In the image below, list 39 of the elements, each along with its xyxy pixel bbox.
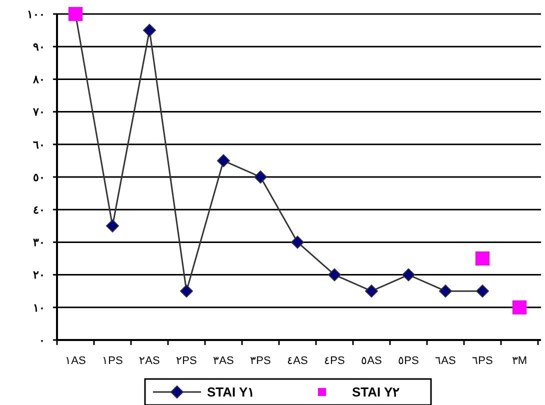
y-tick-label: ٣٠ bbox=[33, 237, 45, 250]
x-tick-label: ٢AS bbox=[139, 355, 160, 367]
point bbox=[512, 300, 526, 314]
y-tick-label: ٠ bbox=[39, 334, 45, 347]
point bbox=[476, 284, 489, 298]
y-tick-label: ٦٠ bbox=[33, 139, 45, 152]
point bbox=[217, 154, 230, 168]
x-tick-label: ١AS bbox=[65, 355, 86, 367]
point bbox=[254, 170, 267, 184]
y-tick-label: ٤٠ bbox=[33, 204, 45, 216]
x-tick-label: ٤AS bbox=[287, 355, 308, 367]
point bbox=[365, 284, 378, 298]
y-tick-label: ١٠٠ bbox=[27, 8, 45, 21]
y-tick-label: ٢٠ bbox=[33, 270, 45, 282]
y-tick-label: ٧٠ bbox=[32, 106, 45, 119]
x-tick-label: ١PS bbox=[102, 355, 123, 367]
legend-label: STAI Y٢ bbox=[352, 384, 400, 400]
x-tick-label: ٥PS bbox=[398, 355, 419, 367]
y-tick-label: ٥٠ bbox=[33, 172, 45, 184]
point bbox=[143, 24, 156, 37]
point bbox=[180, 284, 193, 298]
x-tick-label: ٦AS bbox=[435, 355, 456, 367]
y-tick-label: ١٠ bbox=[33, 302, 45, 314]
legend-label: STAI Y١ bbox=[207, 384, 255, 400]
point bbox=[476, 252, 490, 266]
x-tick-label: ٣M bbox=[512, 355, 528, 367]
y-tick-label: ٩٠ bbox=[33, 41, 45, 54]
point bbox=[106, 219, 119, 232]
x-tick-label: ٤PS bbox=[324, 355, 345, 367]
x-tick-label: ٣AS bbox=[213, 355, 234, 367]
point bbox=[291, 236, 304, 249]
point bbox=[328, 268, 341, 282]
x-tick-label: ٦PS bbox=[472, 355, 493, 367]
point bbox=[402, 268, 415, 282]
x-tick-label: ٣PS bbox=[250, 355, 271, 367]
x-tick-label: ٢PS bbox=[176, 355, 197, 367]
x-tick-label: ٥AS bbox=[361, 355, 382, 367]
point bbox=[439, 284, 452, 298]
y-tick-label: ٨٠ bbox=[32, 74, 45, 86]
